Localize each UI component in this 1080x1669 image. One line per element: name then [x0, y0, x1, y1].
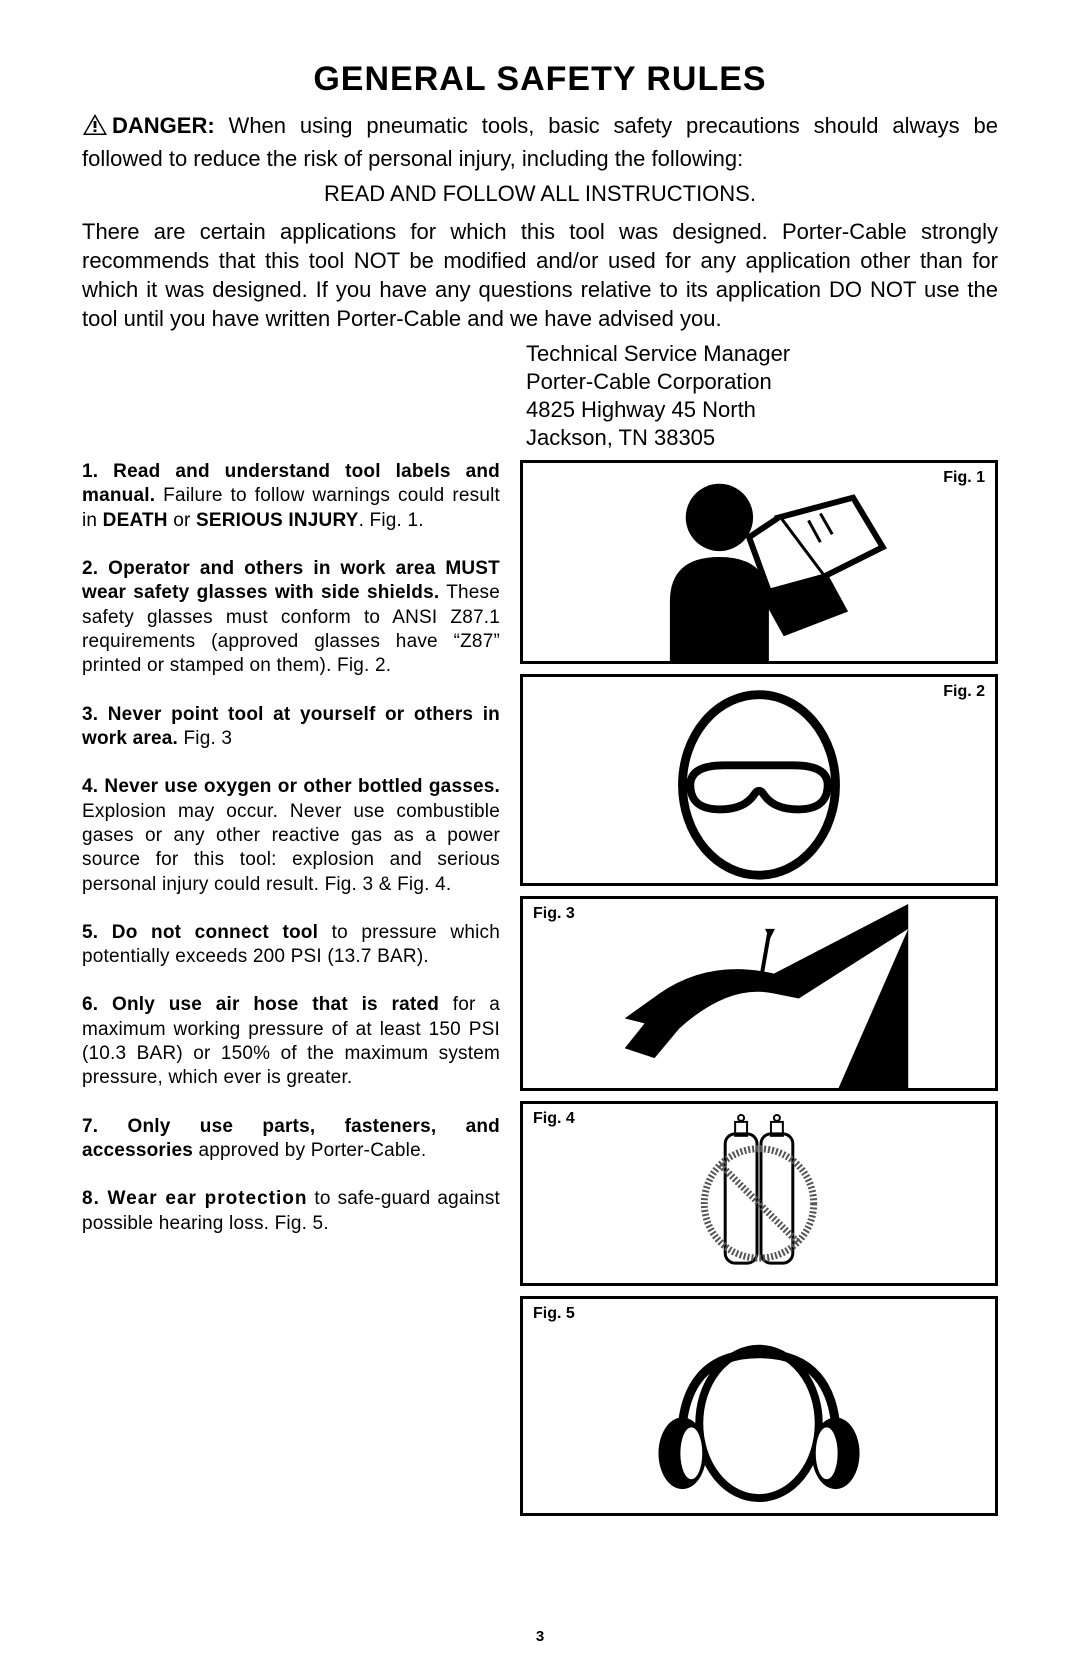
rule-4-rest: Explosion may occur. Never use combustib…	[82, 801, 500, 895]
figures-column: Fig. 1 Fig. 2	[520, 460, 998, 1526]
rule-1-rest-c: . Fig. 1.	[359, 510, 424, 531]
page-title: GENERAL SAFETY RULES	[82, 60, 998, 99]
safety-glasses-icon	[523, 677, 995, 883]
rule-1-rest-b: or	[168, 510, 196, 531]
rule-4: 4. Never use oxygen or other bottled gas…	[82, 775, 500, 897]
address-line-4: Jackson, TN 38305	[526, 424, 998, 452]
rule-2-lead: 2. Operator and others in work area MUST…	[82, 558, 500, 603]
address-line-3: 4825 Highway 45 North	[526, 396, 998, 424]
intro-paragraph: There are certain applications for which…	[82, 217, 998, 333]
address-line-2: Porter-Cable Corporation	[526, 368, 998, 396]
rule-6: 6. Only use air hose that is rated for a…	[82, 993, 500, 1090]
danger-label: DANGER:	[112, 113, 215, 138]
rule-2: 2. Operator and others in work area MUST…	[82, 557, 500, 679]
figure-2: Fig. 2	[520, 674, 998, 886]
rule-7-rest: approved by Porter-Cable.	[193, 1140, 426, 1161]
rule-1-bold-b: DEATH	[103, 510, 168, 531]
rule-3-lead: 3. Never point tool at yourself or other…	[82, 704, 500, 749]
rule-3: 3. Never point tool at yourself or other…	[82, 703, 500, 752]
figure-3: Fig. 3	[520, 896, 998, 1091]
ear-protection-icon	[523, 1299, 995, 1513]
read-manual-icon	[523, 463, 995, 661]
figure-5: Fig. 5	[520, 1296, 998, 1516]
rule-8-lead: 8. Wear ear protection	[82, 1188, 308, 1209]
rule-7: 7. Only use parts, fasteners, and access…	[82, 1115, 500, 1164]
rule-5-lead: 5. Do not connect tool	[82, 922, 318, 943]
address-block: Technical Service Manager Porter-Cable C…	[526, 340, 998, 453]
rule-6-lead: 6. Only use air hose that is rated	[82, 994, 439, 1015]
rule-1: 1. Read and understand tool labels and m…	[82, 460, 500, 533]
rule-4-lead: 4. Never use oxygen or other bottled gas…	[82, 776, 500, 797]
figure-4-label: Fig. 4	[533, 1110, 575, 1128]
rule-3-rest: Fig. 3	[178, 728, 232, 749]
rule-8: 8. Wear ear protection to safe-guard aga…	[82, 1187, 500, 1236]
rule-5: 5. Do not connect tool to pressure which…	[82, 921, 500, 970]
page-number: 3	[0, 1628, 1080, 1645]
rules-column: 1. Read and understand tool labels and m…	[82, 460, 500, 1526]
content-row: 1. Read and understand tool labels and m…	[82, 460, 998, 1526]
page: GENERAL SAFETY RULES DANGER: When using …	[0, 0, 1080, 1669]
figure-5-label: Fig. 5	[533, 1305, 575, 1323]
danger-paragraph: DANGER: When using pneumatic tools, basi…	[82, 111, 998, 173]
read-follow-line: READ AND FOLLOW ALL INSTRUCTIONS.	[82, 181, 998, 207]
figure-1: Fig. 1	[520, 460, 998, 664]
figure-2-label: Fig. 2	[943, 683, 985, 701]
hand-injury-icon	[523, 899, 995, 1088]
no-gas-icon	[523, 1104, 995, 1283]
danger-text: When using pneumatic tools, basic safety…	[82, 113, 998, 171]
figure-3-label: Fig. 3	[533, 905, 575, 923]
rule-1-bold-c: SERIOUS INJURY	[196, 510, 359, 531]
address-line-1: Technical Service Manager	[526, 340, 998, 368]
figure-4: Fig. 4	[520, 1101, 998, 1286]
figure-1-label: Fig. 1	[943, 469, 985, 487]
warning-icon	[82, 113, 108, 144]
